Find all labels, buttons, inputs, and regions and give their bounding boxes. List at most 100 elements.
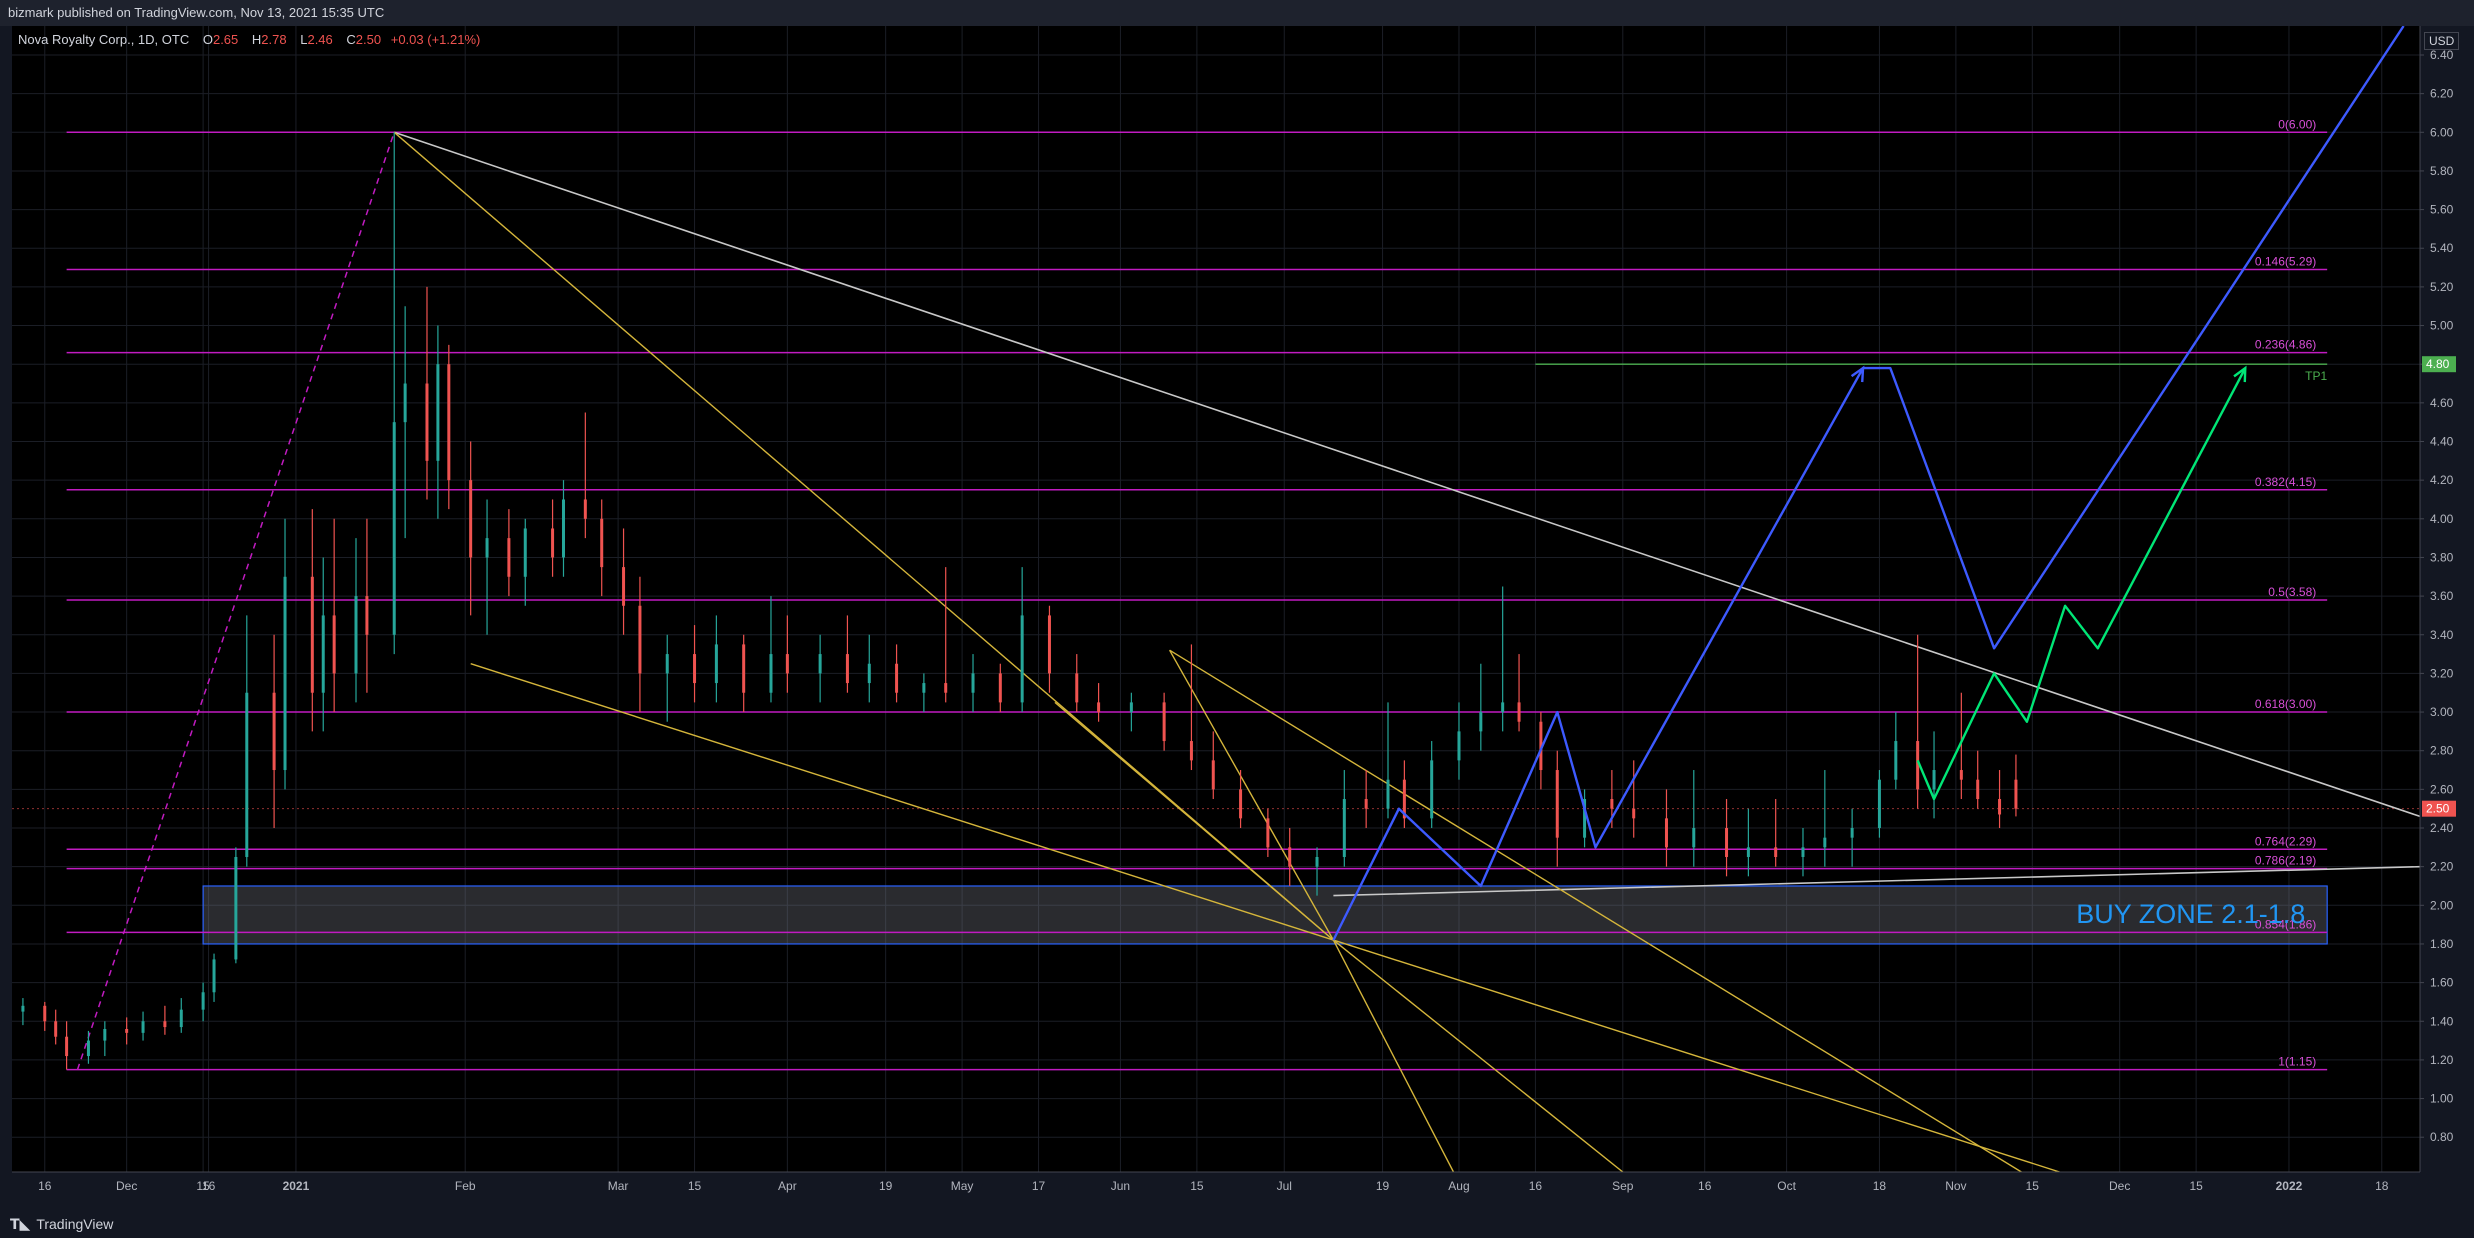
fib-level-label: 0.786(2.19) [2255,854,2316,868]
candle-body [321,615,325,693]
time-tick-label: 17 [1032,1179,1046,1193]
candle-body [234,856,238,960]
price-tick-label: 2.60 [2430,782,2454,796]
time-tick-label: Dec [116,1179,137,1193]
time-tick-label: 16 [1698,1179,1712,1193]
time-tick-label: May [951,1179,974,1193]
time-tick-label: Nov [1945,1179,1966,1193]
candle-body [1430,760,1434,819]
price-tick-label: 3.40 [2430,628,2454,642]
fib-level-label: 1(1.15) [2278,1055,2316,1069]
candle-body [922,683,926,693]
yellow-fan-line [1332,939,1455,1172]
price-tick-label: 3.80 [2430,550,2454,564]
tp-price-badge: 4.80 [2426,357,2450,371]
yellow-fan-line [393,131,1334,941]
candle-body [1457,731,1461,761]
candle-body [1288,847,1292,867]
candle-body [1976,779,1980,800]
candle-body [1632,808,1636,819]
candle-body [742,644,746,693]
fib-level-label: 0.5(3.58) [2268,585,2316,599]
price-tick-label: 3.00 [2430,705,2454,719]
price-tick-label: 3.60 [2430,589,2454,603]
candle-body [43,1005,47,1022]
candle-body [245,692,249,857]
candle-body [1801,847,1805,857]
candle-body [1129,702,1133,713]
candle-body [1539,721,1543,771]
time-tick-label: 18 [1873,1179,1887,1193]
candle-body [1555,770,1559,838]
price-tick-label: 1.40 [2430,1014,2454,1028]
yellow-fan-line [1054,701,1334,941]
candle-body [163,1021,167,1028]
candle-body [867,663,871,684]
price-tick-label: 1.20 [2430,1053,2454,1067]
fib-level-label: 0(6.00) [2278,117,2316,131]
plot-area: 0(6.00) 0.146(5.29) 0.236(4.86) 0.382(4.15)… [12,26,2420,1172]
candle-body [283,576,287,771]
time-tick-label: 2022 [2276,1179,2303,1193]
close-label: C [346,32,356,47]
publish-bar: bizmark published on TradingView.com, No… [0,0,2474,26]
symbol-legend: Nova Royalty Corp., 1D, OTC O2.65 H2.78 … [18,32,480,47]
yellow-fan-line [1169,649,2022,1172]
candle-body [1075,673,1079,703]
low-value: 2.46 [307,32,333,47]
candle-body [436,364,440,461]
tradingview-logo-icon: 𝗧◣ [10,1217,31,1233]
candle-body [54,1021,58,1037]
buy-zone-box [202,885,2328,945]
candle-body [600,518,604,568]
chart-frame[interactable] [12,26,2420,1172]
buy-zone-label: BUY ZONE 2.1-1.8 [2076,899,2305,929]
candle-body [785,654,789,674]
candle-body [944,683,948,693]
currency-label[interactable]: USD [2424,32,2460,50]
candle-body [1266,818,1270,848]
candle-body [1479,712,1483,732]
price-tick-label: 2.00 [2430,898,2454,912]
close-value: 2.50 [355,32,382,47]
blue-projection-path [1332,26,2405,941]
price-tick-label: 1.60 [2430,976,2454,990]
green-arrowhead [2233,365,2247,383]
candle-body [1047,615,1051,674]
candle-body [365,596,369,635]
candle-body [1692,828,1696,848]
time-tick-label: 19 [879,1179,893,1193]
price-tick-label: 2.20 [2430,860,2454,874]
candle-body [1386,779,1390,809]
price-tick-label: 6.20 [2430,87,2454,101]
fib-level-label: 0.854(1.86) [2255,917,2316,931]
high-value: 2.78 [261,32,287,47]
price-tick-label: 3.20 [2430,666,2454,680]
price-tick-label: 1.00 [2430,1092,2454,1106]
candle-body [201,992,205,1010]
candle-body [86,1040,90,1057]
fib-level-label: 0.146(5.29) [2255,255,2316,269]
fib-level-label: 0.382(4.15) [2255,475,2316,489]
price-tick-label: 5.00 [2430,319,2454,333]
price-tick-label: 5.40 [2430,241,2454,255]
candle-body [354,596,358,674]
candle-body [1211,760,1215,790]
candle-body [212,959,216,993]
time-tick-label: Oct [1777,1179,1796,1193]
time-tick-label: 18 [2375,1179,2389,1193]
brand-label: TradingView [36,1216,114,1232]
time-tick-label: 16 [38,1179,52,1193]
candle-body [769,654,773,693]
open-label: O [202,32,213,47]
candle-body [551,528,555,558]
tradingview-brand[interactable]: 𝗧◣ TradingView [10,1212,113,1237]
price-tick-label: 6.00 [2430,125,2454,139]
candle-body [1823,837,1827,848]
white-support-line [1333,865,2420,897]
candle-body [1610,799,1614,809]
time-tick-label: 19 [1376,1179,1390,1193]
candle-body [425,383,429,461]
candle-body [895,663,899,693]
